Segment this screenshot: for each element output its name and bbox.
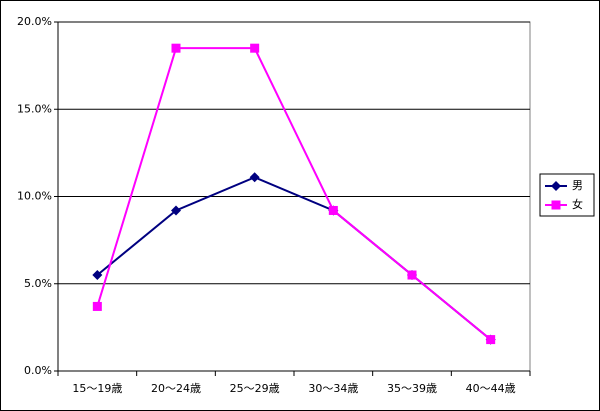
- legend-box: [539, 173, 595, 217]
- point: [249, 172, 260, 183]
- legend-marker: [551, 181, 561, 191]
- y-tick-label: 5.0%: [24, 277, 52, 290]
- x-tick-label: 20〜24歳: [151, 382, 201, 395]
- point: [171, 205, 181, 216]
- series-line: [96, 47, 492, 341]
- point: [92, 270, 103, 281]
- x-tick-label: 35〜39歳: [387, 382, 437, 395]
- legend-label: 女: [572, 197, 583, 211]
- x-tick-label: 25〜29歳: [230, 382, 280, 395]
- x-tick-label: 40〜44歳: [466, 382, 516, 395]
- legend-marker: [551, 200, 561, 210]
- x-tick-label: 15〜19歳: [72, 382, 122, 395]
- point: [171, 43, 181, 53]
- y-tick-label: 15.0%: [17, 102, 52, 115]
- y-tick-label: 0.0%: [24, 364, 52, 377]
- point: [92, 301, 102, 311]
- y-tick-label: 10.0%: [17, 190, 52, 203]
- point: [328, 205, 338, 215]
- point: [250, 43, 260, 53]
- y-tick-label: 20.0%: [17, 15, 52, 28]
- point: [407, 270, 417, 280]
- legend-label: 男: [572, 179, 583, 192]
- point: [486, 335, 496, 345]
- x-tick-label: 30〜34歳: [308, 382, 358, 395]
